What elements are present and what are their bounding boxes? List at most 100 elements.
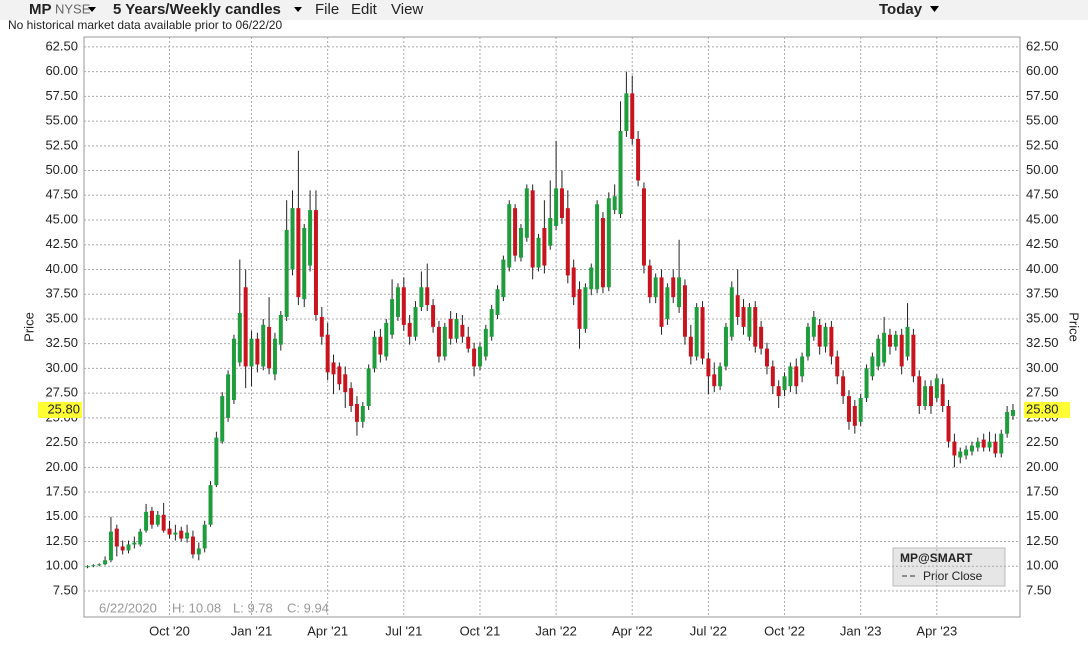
last-price-label: 25.80: [47, 401, 80, 416]
x-tick-label: Jul '22: [690, 623, 727, 638]
candle-body: [255, 338, 260, 365]
candle-body: [706, 358, 711, 377]
menu-edit[interactable]: Edit: [351, 1, 378, 18]
y-tick-label: 42.50: [1026, 236, 1059, 251]
y-tick-label: 7.50: [53, 582, 78, 597]
y-tick-label: 30.00: [1026, 360, 1059, 375]
candle-body: [278, 314, 283, 345]
candle-body: [835, 356, 840, 377]
candle-body: [161, 514, 166, 531]
candle-body: [887, 334, 892, 347]
candle-body: [823, 326, 828, 347]
candle-body: [800, 356, 805, 377]
candle-body: [425, 287, 430, 306]
y-tick-label: 50.00: [45, 162, 78, 177]
candle-body: [542, 227, 547, 266]
candle-body: [208, 485, 213, 525]
candle-body: [876, 338, 881, 367]
candle-body: [589, 267, 594, 290]
y-tick-label: 20.00: [45, 459, 78, 474]
candle-body: [313, 210, 318, 315]
candle-body: [688, 336, 693, 357]
candle-body: [302, 227, 307, 300]
candle-body: [407, 322, 412, 337]
candle-body: [776, 386, 781, 397]
y-tick-label: 47.50: [45, 187, 78, 202]
candle-body: [401, 287, 406, 325]
hover-date: 6/22/2020: [99, 600, 157, 615]
candle-body: [349, 388, 354, 406]
range[interactable]: Today: [879, 1, 923, 18]
dropdown-arrow[interactable]: [294, 7, 302, 12]
candle-body: [811, 316, 816, 337]
y-tick-label: 12.50: [45, 533, 78, 548]
candle-body: [466, 336, 471, 349]
y-tick-label: 27.50: [1026, 385, 1059, 400]
candle-body: [718, 366, 723, 387]
menu-view[interactable]: View: [391, 1, 423, 18]
candle-body: [272, 338, 277, 375]
y-tick-label: 15.00: [1026, 508, 1059, 523]
candle-body: [893, 334, 898, 347]
y-tick-label: 32.50: [45, 335, 78, 350]
y-tick-label: 17.50: [45, 483, 78, 498]
y-tick-label: 60.00: [1026, 63, 1059, 78]
candle-body: [565, 208, 570, 276]
y-tick-label: 55.00: [45, 113, 78, 128]
period[interactable]: 5 Years/Weekly candles: [113, 1, 281, 18]
dropdown-arrow[interactable]: [930, 6, 939, 12]
candle-body: [120, 546, 125, 551]
y-tick-label: 30.00: [45, 360, 78, 375]
candle-body: [981, 439, 986, 448]
candle-body: [202, 524, 207, 549]
candle-body: [882, 332, 887, 363]
candle-body: [641, 188, 646, 266]
y-tick-label: 37.50: [45, 286, 78, 301]
candle-body: [196, 548, 201, 555]
candle-body: [870, 356, 875, 377]
symbol[interactable]: MP: [29, 1, 52, 18]
candle-body: [378, 336, 383, 355]
candle-body: [114, 528, 119, 547]
y-tick-label: 40.00: [1026, 261, 1059, 276]
candle-body: [999, 433, 1004, 454]
candle-body: [354, 404, 359, 422]
candle-body: [864, 368, 869, 399]
x-tick-label: Oct '21: [460, 623, 501, 638]
y-tick-label: 35.00: [1026, 310, 1059, 325]
dropdown-arrow[interactable]: [88, 7, 96, 12]
candle-body: [700, 307, 705, 359]
candle-body: [729, 287, 734, 337]
candle-body: [419, 287, 424, 308]
y-tick-label: 60.00: [45, 63, 78, 78]
candle-body: [536, 237, 541, 268]
candle-body: [770, 366, 775, 387]
last-price-label: 25.80: [1026, 401, 1059, 416]
candle-body: [395, 287, 400, 317]
candle-body: [928, 386, 933, 406]
candle-body: [917, 376, 922, 406]
y-tick-label: 10.00: [1026, 558, 1059, 573]
candle-body: [712, 374, 717, 387]
y-tick-label: 57.50: [1026, 88, 1059, 103]
x-tick-label: Jan '21: [231, 623, 273, 638]
candle-body: [477, 346, 482, 367]
y-tick-label: 62.50: [45, 38, 78, 53]
candle-body: [659, 277, 664, 327]
menu-file[interactable]: File: [315, 1, 339, 18]
candle-body: [636, 138, 641, 181]
candle-body: [343, 374, 348, 393]
candle-body: [489, 309, 494, 337]
candle-body: [618, 130, 623, 215]
candle-body: [226, 374, 231, 418]
y-axis-label: Price: [1067, 312, 1082, 342]
candle-body: [290, 208, 295, 270]
candle-body: [325, 334, 330, 373]
candle-body: [794, 366, 799, 387]
candle-body: [934, 378, 939, 399]
candle-body: [261, 324, 266, 367]
candle-body: [126, 544, 131, 551]
candle-body: [103, 560, 108, 565]
y-axis-label: Price: [21, 312, 36, 342]
y-tick-label: 47.50: [1026, 187, 1059, 202]
